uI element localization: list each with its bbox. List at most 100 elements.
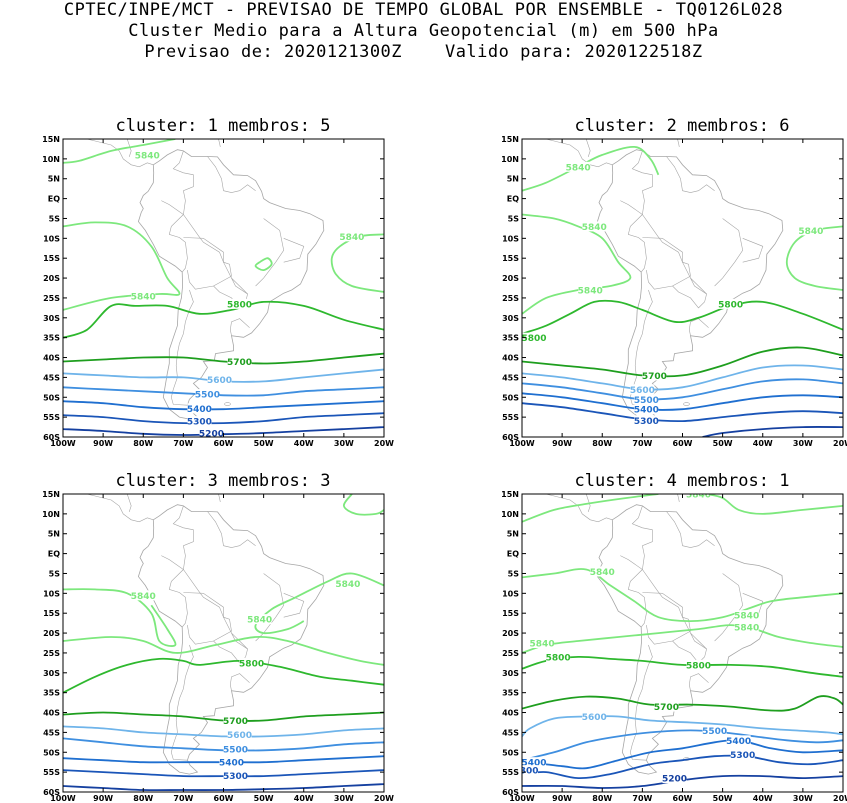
contour-label: 5400 xyxy=(187,405,212,415)
lon-label: 50W xyxy=(254,794,274,803)
lat-label: 10N xyxy=(501,155,519,164)
border-line xyxy=(631,150,653,215)
contour-5500 xyxy=(522,378,843,401)
border-line xyxy=(207,511,256,548)
lat-label: 45S xyxy=(502,373,519,382)
contour-5840 xyxy=(706,494,843,515)
border-line xyxy=(396,494,448,536)
contour-label: 5500 xyxy=(195,391,220,401)
map-layer: 5840 5840 5840 5800 5700 5600 5500 5400 5300 5200 xyxy=(63,139,384,437)
border-line xyxy=(642,214,691,290)
contour-label: 5500 xyxy=(223,746,248,756)
contour-label-bg xyxy=(530,638,555,648)
contour-5500 xyxy=(63,386,384,397)
border-line xyxy=(218,494,221,502)
lat-label: 35S xyxy=(43,334,60,343)
border-line xyxy=(583,139,591,157)
contour-label: 5840 xyxy=(131,592,156,602)
lat-label: EQ xyxy=(507,550,519,559)
contour-label-bg xyxy=(662,773,687,784)
border-line xyxy=(229,673,250,691)
contour-5840 xyxy=(522,494,659,523)
lon-label: 90W xyxy=(93,439,113,448)
lon-label: 50W xyxy=(713,794,733,803)
contour-label-bg xyxy=(131,290,156,301)
border-line xyxy=(183,569,232,645)
contour-label-bg xyxy=(726,735,751,746)
contour-label-bg xyxy=(199,428,224,437)
border-line xyxy=(183,214,232,290)
lat-label: 10S xyxy=(502,589,519,598)
lat-label: 25S xyxy=(43,649,60,658)
contour-5800 xyxy=(63,657,384,694)
contour-5700 xyxy=(63,352,384,365)
border-line xyxy=(620,555,647,628)
border-line xyxy=(677,139,680,147)
lat-label: 5S xyxy=(508,569,520,578)
lon-label: 70W xyxy=(173,439,193,448)
contour-5400 xyxy=(63,400,384,411)
contour-5700 xyxy=(63,711,384,722)
lat-label: 10S xyxy=(43,234,60,243)
border-line xyxy=(255,573,285,642)
lon-label: 60W xyxy=(214,439,234,448)
contour-label-bg xyxy=(634,415,659,426)
lon-label: 100W xyxy=(50,794,76,803)
contour-label-bg xyxy=(546,651,571,662)
contour-5840 xyxy=(330,233,384,293)
border-line xyxy=(85,494,154,523)
lat-label: 15N xyxy=(42,135,60,144)
contour-5840 xyxy=(522,145,660,192)
contour-label: 5600 xyxy=(582,713,607,723)
lat-label: 5N xyxy=(507,530,519,539)
contour-label: 5840 xyxy=(566,163,591,173)
contour-label-bg xyxy=(223,770,248,781)
lat-label: 15S xyxy=(502,609,519,618)
contour-label-bg xyxy=(227,729,252,740)
contour-5500 xyxy=(63,737,384,752)
contour-label-bg xyxy=(131,590,156,601)
lat-label: 60S xyxy=(502,433,519,442)
border-line xyxy=(283,593,305,618)
contour-5400 xyxy=(522,392,843,411)
map-panel-2: cluster: 2 membros: 6 5840 5840 5840 5840 580… xyxy=(501,116,847,448)
lon-label: 50W xyxy=(254,439,274,448)
lon-label: 30W xyxy=(334,439,354,448)
lat-label: 10S xyxy=(43,589,60,598)
contour-label-bg xyxy=(135,149,160,160)
lon-label: 30W xyxy=(793,439,813,448)
map-panel-4: cluster: 4 membros: 15840584058405840584… xyxy=(501,471,847,803)
lat-label: 40S xyxy=(502,709,519,718)
contour-label: 5400 xyxy=(634,406,659,416)
contour-label-bg xyxy=(566,161,591,172)
lon-label: 70W xyxy=(632,439,652,448)
contour-label-bg xyxy=(207,374,232,385)
border-line xyxy=(672,632,707,664)
contour-label-bg xyxy=(634,404,659,415)
contour-5840 xyxy=(63,635,384,666)
lon-label: 90W xyxy=(93,794,113,803)
contour-label: 5800 xyxy=(239,659,264,669)
lat-label: 35S xyxy=(502,334,519,343)
lat-label: 25S xyxy=(502,294,519,303)
lat-label: 30S xyxy=(43,314,60,323)
lat-label: 55S xyxy=(43,768,60,777)
contour-label-bg xyxy=(630,384,655,395)
contour-label-bg xyxy=(654,701,679,712)
contour-label: 5400 xyxy=(219,759,244,769)
lon-label: 100W xyxy=(50,439,76,448)
lat-label: 5N xyxy=(48,530,60,539)
lat-label: 30S xyxy=(502,314,519,323)
lat-label: EQ xyxy=(48,195,60,204)
contour-label: 5800 xyxy=(718,300,743,310)
contour-label-bg xyxy=(578,284,603,295)
panel-title: cluster: 2 membros: 6 xyxy=(575,116,790,136)
contour-label: 5700 xyxy=(223,717,248,727)
contour-label: 5840 xyxy=(582,223,607,233)
contour-label-bg xyxy=(227,298,252,309)
contour-5200 xyxy=(702,426,843,437)
contour-label: 5800 xyxy=(546,653,571,663)
lon-label: 80W xyxy=(133,439,153,448)
contour-5600 xyxy=(522,364,843,391)
lat-label: 5S xyxy=(508,214,520,223)
